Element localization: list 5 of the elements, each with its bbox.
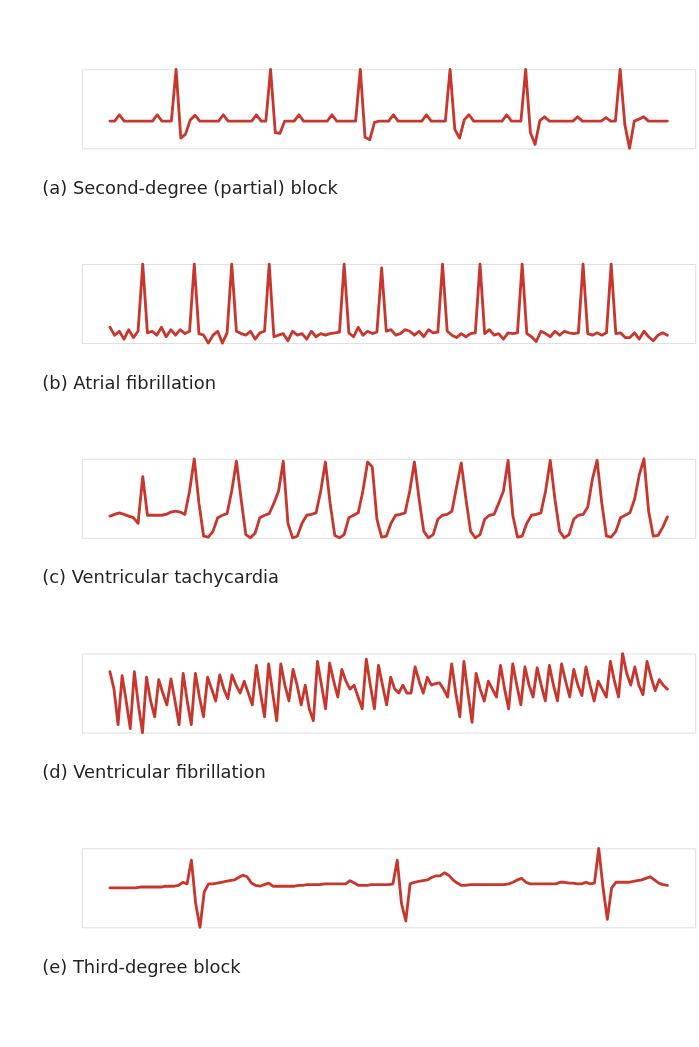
text: (c) Ventricular tachycardia: [42, 566, 279, 588]
text: (e) Third-degree block: [42, 955, 242, 977]
text: (a) Second-degree (partial) block: [42, 176, 339, 198]
text: (d) Ventricular fibrillation: [42, 761, 266, 783]
text: (b) Atrial fibrillation: [42, 371, 217, 393]
